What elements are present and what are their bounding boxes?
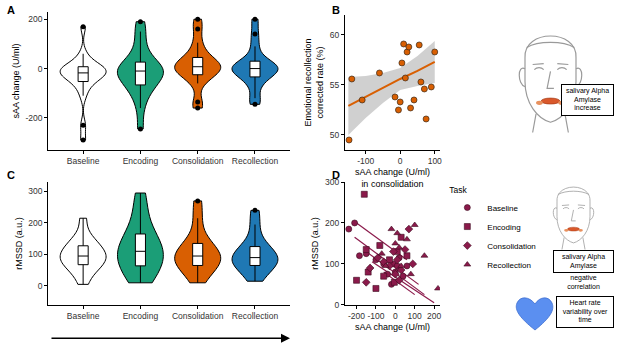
- svg-text:D: D: [332, 169, 340, 181]
- svg-text:60: 60: [330, 30, 340, 40]
- svg-text:55: 55: [330, 80, 340, 90]
- html-text:salivary Alpha Amylase increas: salivary Alpha Amylase increase: [565, 87, 610, 111]
- svg-text:-100: -100: [357, 156, 374, 166]
- svg-text:Task: Task: [449, 185, 467, 195]
- svg-text:sAA change (U/ml): sAA change (U/ml): [355, 322, 430, 332]
- svg-text:Consolidation: Consolidation: [172, 311, 224, 321]
- svg-text:Baseline: Baseline: [487, 204, 518, 213]
- svg-text:Baseline: Baseline: [67, 156, 100, 166]
- svg-text:0: 0: [393, 311, 398, 321]
- svg-text:0: 0: [38, 64, 43, 74]
- svg-text:A: A: [7, 4, 15, 16]
- svg-text:300: 300: [325, 177, 339, 187]
- svg-text:0: 0: [398, 156, 403, 166]
- svg-text:200: 200: [28, 218, 42, 228]
- svg-text:B: B: [332, 4, 340, 16]
- svg-text:rMSSD (a.u.): rMSSD (a.u.): [14, 217, 24, 270]
- html-text:negative correlation: negative correlation: [567, 274, 600, 290]
- svg-text:sAA change (U/ml)in consolidat: sAA change (U/ml)in consolidation: [355, 167, 430, 189]
- svg-text:50: 50: [330, 130, 340, 140]
- svg-text:100: 100: [408, 311, 422, 321]
- svg-text:-100: -100: [367, 311, 384, 321]
- svg-text:sAA change (U/ml): sAA change (U/ml): [11, 43, 21, 118]
- svg-text:100: 100: [28, 249, 42, 259]
- svg-text:Baseline: Baseline: [67, 311, 100, 321]
- svg-text:Encoding: Encoding: [487, 223, 520, 232]
- html-text:Heart rate variability over ti: Heart rate variability over time: [562, 299, 608, 323]
- svg-text:rMSSD (a.u.): rMSSD (a.u.): [310, 217, 320, 270]
- svg-text:Recollection: Recollection: [232, 156, 279, 166]
- svg-text:C: C: [7, 169, 15, 181]
- svg-text:Recollection: Recollection: [232, 311, 279, 321]
- svg-text:200: 200: [28, 14, 42, 24]
- svg-text:Encoding: Encoding: [123, 311, 159, 321]
- svg-text:-200: -200: [25, 113, 42, 123]
- svg-text:100: 100: [428, 156, 442, 166]
- html-text:salivary Alpha Amylase: salivary Alpha Amylase: [561, 253, 606, 269]
- svg-text:Emotional recollectioncorrecte: Emotional recollectioncorrected rate (%): [303, 38, 325, 126]
- svg-text:200: 200: [427, 311, 441, 321]
- svg-text:-200: -200: [348, 311, 365, 321]
- svg-text:300: 300: [28, 186, 42, 196]
- svg-text:0: 0: [334, 300, 339, 310]
- svg-text:Consolidation: Consolidation: [172, 156, 224, 166]
- svg-text:Consolidation: Consolidation: [487, 242, 535, 251]
- svg-text:Encoding: Encoding: [123, 156, 159, 166]
- svg-text:0: 0: [38, 281, 43, 291]
- svg-text:200: 200: [325, 218, 339, 228]
- svg-text:100: 100: [325, 259, 339, 269]
- svg-text:Recollection: Recollection: [487, 261, 531, 270]
